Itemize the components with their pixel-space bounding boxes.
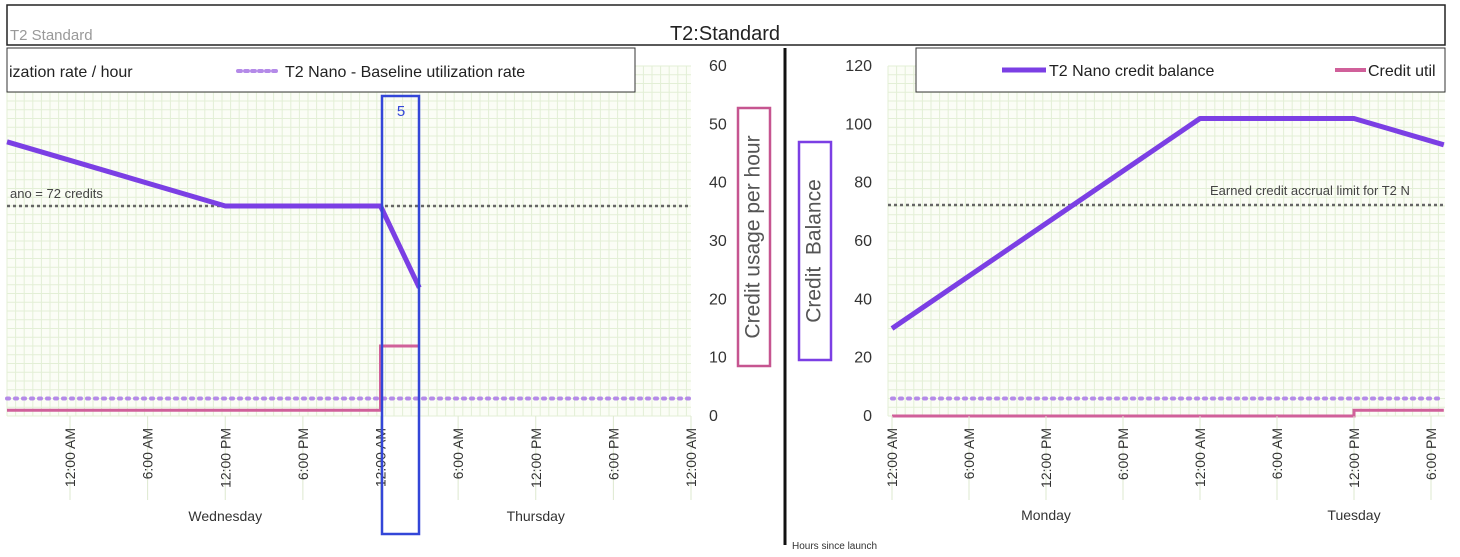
left-ytick: 20	[709, 291, 727, 308]
left-xtick: 6:00 AM	[450, 428, 466, 479]
right-ylabel-box	[797, 140, 833, 362]
left-ylabel-box	[736, 106, 772, 368]
right-ytick: 40	[854, 291, 872, 308]
right-xtick: 12:00 PM	[1038, 428, 1054, 488]
left-ylabel: Credit usage per hour	[742, 135, 765, 338]
left-legend	[6, 47, 636, 93]
title-banner	[6, 4, 1446, 46]
right-xtick: 12:00 PM	[1346, 428, 1362, 488]
highlight-box	[380, 94, 421, 536]
right-xtick: 12:00 AM	[1192, 428, 1208, 487]
right-ytick: 20	[854, 350, 872, 367]
right-day-label: Tuesday	[1327, 507, 1380, 523]
left-xtick: 6:00 AM	[140, 428, 156, 479]
left-day-label: Thursday	[507, 508, 565, 524]
left-legend-item-2: T2 Nano - Baseline utilization rate	[285, 64, 525, 81]
right-xtick: 6:00 PM	[1115, 428, 1131, 480]
left-xtick: 6:00 PM	[605, 428, 621, 480]
left-xtick: 12:00 AM	[683, 428, 699, 487]
left-xtick: 12:00 PM	[217, 428, 233, 488]
left-ytick: 0	[709, 408, 718, 425]
right-legend-item-2: Credit util	[1368, 63, 1436, 80]
right-ytick: 0	[863, 408, 872, 425]
left-xtick: 12:00 PM	[528, 428, 544, 488]
right-ytick: 80	[854, 175, 872, 192]
left-reference-label: ano = 72 credits	[10, 186, 103, 201]
series-layer	[5, 116, 1446, 418]
left-ytick: 40	[709, 175, 727, 192]
bottom-caption: Hours since launch	[792, 541, 877, 552]
left-ytick: 60	[709, 58, 727, 75]
right-ytick: 60	[854, 233, 872, 250]
highlight-label: 5	[397, 103, 405, 120]
right-xtick: 12:00 AM	[884, 428, 900, 487]
left-series-usage-1	[7, 344, 420, 412]
right-ytick: 120	[845, 58, 872, 75]
chart-title: T2:Standard	[670, 23, 780, 45]
left-legend-item-1: ization rate / hour	[9, 64, 133, 81]
left-ytick: 30	[709, 233, 727, 250]
left-xtick: 6:00 PM	[295, 428, 311, 480]
right-ylabel: Credit Balance	[803, 179, 826, 323]
left-ytick: 10	[709, 350, 727, 367]
left-xtick: 12:00 AM	[373, 428, 389, 487]
right-xtick: 6:00 PM	[1423, 428, 1439, 480]
left-chart-label: T2 Standard	[10, 27, 93, 44]
right-xtick: 6:00 AM	[961, 428, 977, 479]
left-xtick: 12:00 AM	[62, 428, 78, 487]
left-series-balance-0	[6, 139, 422, 289]
right-reference-label: Earned credit accrual limit for T2 N	[1210, 183, 1410, 198]
right-series-balance	[890, 116, 1445, 331]
left-day-label: Wednesday	[188, 508, 262, 524]
right-xtick: 6:00 AM	[1269, 428, 1285, 479]
right-day-label: Monday	[1021, 507, 1071, 523]
right-legend-item-1: T2 Nano credit balance	[1049, 63, 1215, 80]
left-ytick: 50	[709, 116, 727, 133]
right-ytick: 100	[845, 116, 872, 133]
